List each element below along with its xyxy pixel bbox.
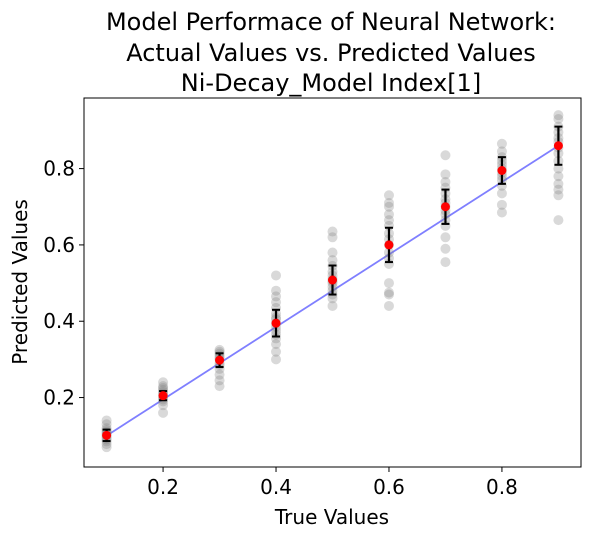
plot-area-frame xyxy=(83,97,582,468)
mean-point-2 xyxy=(215,355,225,365)
mean-point-3 xyxy=(271,318,281,328)
mean-point-0 xyxy=(102,430,112,440)
predicted-point-4-13 xyxy=(327,232,338,243)
predicted-point-4-14 xyxy=(327,226,338,237)
predicted-point-6-12 xyxy=(440,176,451,187)
y-tick-label-1: 0.4 xyxy=(43,309,75,333)
mean-point-5 xyxy=(384,240,394,250)
predicted-point-4-12 xyxy=(327,247,338,258)
predicted-point-1-0 xyxy=(158,407,169,418)
predicted-point-6-14 xyxy=(440,150,451,161)
mean-points-layer xyxy=(102,141,563,440)
predicted-point-0-11 xyxy=(101,419,112,430)
mean-point-8 xyxy=(553,141,563,151)
y-axis-label: Predicted Values xyxy=(8,199,32,365)
predicted-point-8-13 xyxy=(553,113,564,124)
mean-point-4 xyxy=(328,275,337,285)
predicted-point-4-0 xyxy=(327,300,338,311)
predicted-point-5-1 xyxy=(383,289,394,300)
predicted-point-2-0 xyxy=(214,381,225,392)
predicted-point-5-13 xyxy=(383,201,394,212)
predicted-point-5-12 xyxy=(383,209,394,220)
x-tick-label-3: 0.8 xyxy=(486,475,518,499)
predicted-point-5-0 xyxy=(383,300,394,311)
predicted-point-6-1 xyxy=(440,243,451,254)
predicted-point-8-3 xyxy=(553,178,564,189)
predicted-point-7-2 xyxy=(496,188,507,199)
predicted-point-2-2 xyxy=(214,369,225,380)
predicted-point-3-2 xyxy=(271,339,282,350)
predicted-point-7-1 xyxy=(496,199,507,210)
predicted-point-8-5 xyxy=(553,163,564,174)
predicted-point-2-1 xyxy=(214,375,225,386)
predicted-point-8-4 xyxy=(553,171,564,182)
mean-point-6 xyxy=(440,202,450,212)
y-axis-ticks: 0.2 0.4 0.6 0.8 xyxy=(43,157,84,410)
predicted-point-4-11 xyxy=(327,255,338,266)
predicted-point-8-2 xyxy=(553,184,564,195)
predicted-point-8-14 xyxy=(553,110,564,121)
predicted-point-7-12 xyxy=(496,138,507,149)
predicted-point-5-15 xyxy=(383,190,394,201)
predicted-point-3-0 xyxy=(271,354,282,365)
predicted-point-3-15 xyxy=(271,270,282,281)
predicted-point-0-12 xyxy=(101,415,112,426)
predicted-point-7-11 xyxy=(496,146,507,157)
predicted-point-5-2 xyxy=(383,287,394,298)
predicted-point-5-3 xyxy=(383,278,394,289)
predicted-point-5-14 xyxy=(383,197,394,208)
x-axis-ticks: 0.2 0.4 0.6 0.8 xyxy=(147,467,518,499)
predicted-point-8-1 xyxy=(553,190,564,201)
predicted-point-1-10 xyxy=(158,381,169,392)
y-tick-label-0: 0.2 xyxy=(43,386,75,410)
predicted-point-5-11 xyxy=(383,215,394,226)
chart-title-line-1: Model Performace of Neural Network: xyxy=(106,8,556,36)
predicted-point-1-11 xyxy=(158,377,169,388)
predicted-point-6-13 xyxy=(440,169,451,180)
predicted-point-3-13 xyxy=(271,291,282,302)
predicted-point-8-0 xyxy=(553,215,564,226)
y-tick-label-3: 0.8 xyxy=(43,157,75,181)
predicted-point-6-2 xyxy=(440,232,451,243)
x-tick-label-1: 0.4 xyxy=(260,475,292,499)
predicted-point-3-14 xyxy=(271,285,282,296)
predicted-point-3-1 xyxy=(271,346,282,357)
predicted-point-3-12 xyxy=(271,297,282,308)
mean-point-1 xyxy=(158,391,168,401)
predicted-point-7-0 xyxy=(496,207,507,218)
chart-title: Model Performace of Neural Network: Actu… xyxy=(106,8,556,97)
predicted-point-6-0 xyxy=(440,257,451,268)
predicted-point-0-0 xyxy=(101,442,112,453)
x-tick-label-0: 0.2 xyxy=(147,475,179,499)
predicted-point-1-1 xyxy=(158,400,169,411)
predicted-point-4-1 xyxy=(327,293,338,304)
mean-point-7 xyxy=(497,166,507,176)
y-tick-label-2: 0.6 xyxy=(43,233,75,257)
x-tick-label-2: 0.6 xyxy=(373,475,405,499)
chart-title-line-2: Actual Values vs. Predicted Values xyxy=(126,39,536,67)
x-axis-label: True Values xyxy=(274,505,389,529)
chart-title-line-3: Ni-Decay_Model Index[1] xyxy=(181,69,481,97)
